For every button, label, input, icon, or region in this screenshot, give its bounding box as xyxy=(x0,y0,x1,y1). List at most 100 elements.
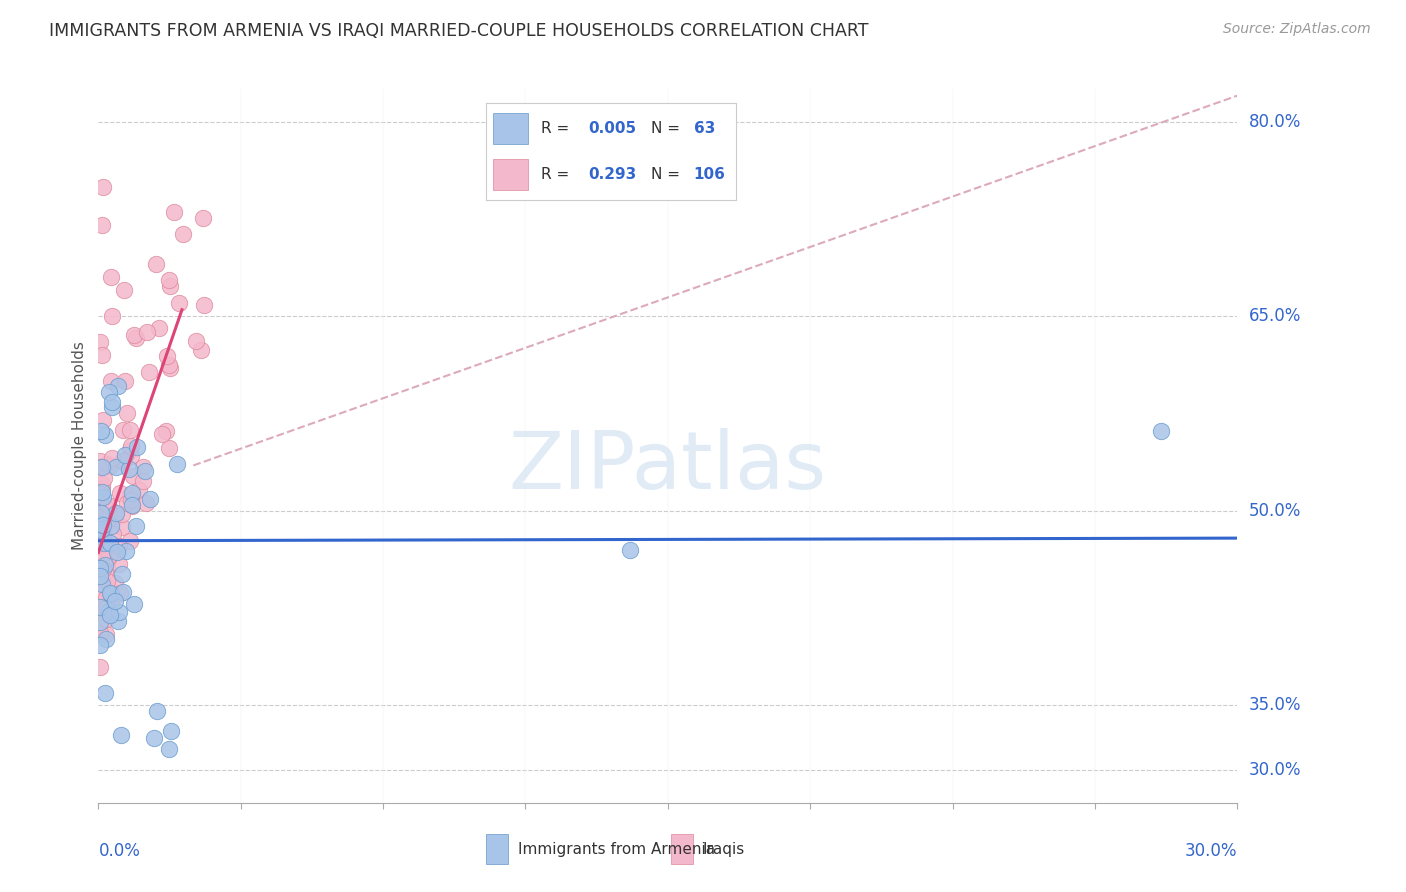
Text: 30.0%: 30.0% xyxy=(1185,842,1237,860)
Point xyxy=(186,334,208,348)
Point xyxy=(91,506,114,520)
Text: 30.0%: 30.0% xyxy=(1249,762,1301,780)
Point xyxy=(112,283,135,297)
Point xyxy=(93,605,115,619)
Point xyxy=(90,481,112,495)
Point xyxy=(150,427,173,442)
Point xyxy=(145,257,167,271)
Point xyxy=(90,503,112,517)
Point xyxy=(104,594,127,608)
Point xyxy=(90,485,112,500)
Point xyxy=(118,534,141,549)
Point xyxy=(89,599,111,614)
Text: 35.0%: 35.0% xyxy=(1249,697,1301,714)
Text: ZIPatlas: ZIPatlas xyxy=(509,428,827,507)
Point xyxy=(112,585,135,599)
Point xyxy=(89,487,111,501)
Point xyxy=(157,741,180,756)
Point xyxy=(115,496,138,510)
Point xyxy=(155,349,177,363)
Point xyxy=(94,591,117,605)
Point xyxy=(191,211,214,225)
Point xyxy=(89,560,111,574)
Point xyxy=(94,565,117,579)
Point xyxy=(96,632,118,647)
Point xyxy=(96,599,118,614)
Point xyxy=(115,406,138,420)
Point xyxy=(100,588,122,602)
Point xyxy=(90,549,112,563)
Text: 0.0%: 0.0% xyxy=(98,842,141,860)
Point xyxy=(114,448,136,462)
Point xyxy=(96,574,118,588)
Point xyxy=(101,527,124,541)
Point xyxy=(121,486,143,500)
Point xyxy=(120,493,142,508)
Point xyxy=(167,296,190,310)
Point xyxy=(107,605,129,619)
Point xyxy=(90,517,112,532)
Point xyxy=(90,577,112,591)
Point xyxy=(100,597,122,611)
Point xyxy=(89,459,111,474)
Point xyxy=(107,614,129,628)
Point xyxy=(97,551,120,566)
Point xyxy=(107,379,129,393)
Point xyxy=(89,615,111,629)
Point xyxy=(91,562,114,576)
Text: Source: ZipAtlas.com: Source: ZipAtlas.com xyxy=(1223,22,1371,37)
Point xyxy=(131,459,153,474)
Point xyxy=(124,519,146,533)
Point xyxy=(96,559,118,574)
Point xyxy=(114,544,136,558)
Point xyxy=(89,639,111,653)
Point xyxy=(120,440,142,454)
Point xyxy=(118,423,141,437)
Text: 80.0%: 80.0% xyxy=(1249,112,1301,130)
Point xyxy=(128,483,150,498)
Point xyxy=(111,520,134,534)
Point xyxy=(89,523,111,537)
Point xyxy=(98,535,121,549)
Point xyxy=(90,517,112,532)
Point xyxy=(112,423,135,437)
Point xyxy=(90,523,112,537)
Point xyxy=(114,374,136,388)
Point xyxy=(101,450,124,465)
Point xyxy=(98,384,121,399)
Point xyxy=(98,458,121,473)
Point xyxy=(98,607,121,622)
Point xyxy=(94,627,117,641)
Point xyxy=(157,273,180,287)
Point xyxy=(118,442,141,457)
Point xyxy=(93,535,115,549)
Point xyxy=(93,593,115,607)
Point xyxy=(96,612,118,626)
Point xyxy=(98,586,121,600)
Point xyxy=(172,227,194,241)
Point xyxy=(94,686,117,700)
Point xyxy=(90,533,112,548)
Point xyxy=(90,598,112,612)
Point xyxy=(108,557,131,571)
Point xyxy=(132,474,155,488)
Point xyxy=(91,413,114,427)
Point xyxy=(89,569,111,583)
Point xyxy=(96,541,118,556)
Point xyxy=(91,219,114,233)
Point xyxy=(122,328,145,343)
Point xyxy=(94,427,117,442)
Point xyxy=(104,510,127,524)
Point xyxy=(125,331,148,345)
Point xyxy=(118,488,141,502)
Point xyxy=(124,597,146,611)
Point xyxy=(127,440,149,454)
Point xyxy=(166,457,188,471)
Point xyxy=(162,205,184,219)
Point xyxy=(89,335,111,350)
Point xyxy=(96,607,118,621)
Point xyxy=(108,539,131,553)
Point xyxy=(96,457,118,471)
Point xyxy=(159,361,181,376)
Point xyxy=(110,728,132,742)
